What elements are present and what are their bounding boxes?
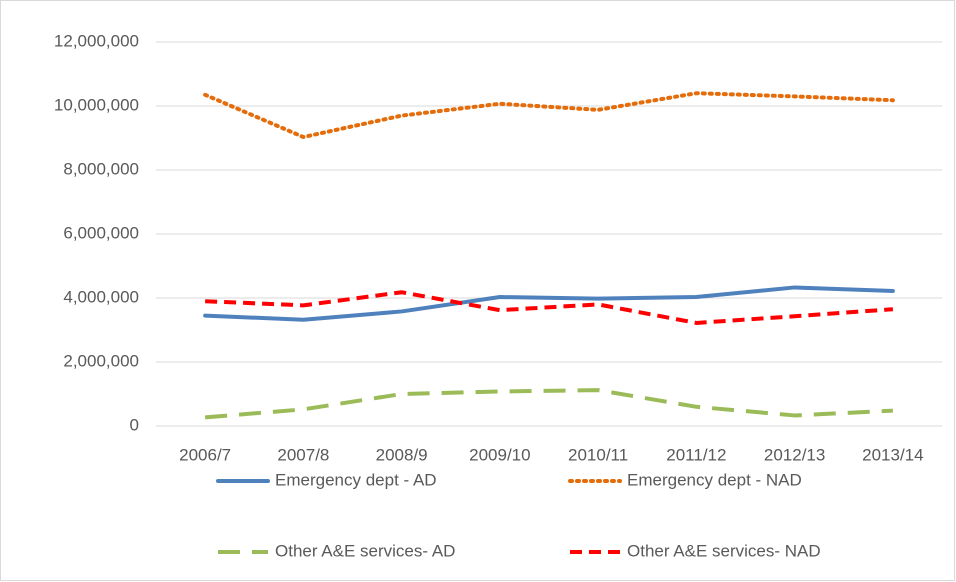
x-tick-label: 2013/14 xyxy=(862,445,923,464)
y-tick-label: 10,000,000 xyxy=(54,95,139,114)
series-line xyxy=(203,285,895,322)
series-line xyxy=(205,290,894,325)
series-line xyxy=(203,91,895,140)
x-tick-label: 2007/8 xyxy=(277,445,329,464)
x-tick-label: 2011/12 xyxy=(666,445,726,464)
y-tick-label: 2,000,000 xyxy=(63,351,139,370)
y-tick-label: 4,000,000 xyxy=(63,287,139,306)
x-tick-label: 2009/10 xyxy=(469,445,530,464)
y-tick-label: 0 xyxy=(130,415,139,434)
legend-label: Emergency dept - NAD xyxy=(627,470,802,489)
y-tick-label: 8,000,000 xyxy=(63,159,139,178)
legend-label: Other A&E services- NAD xyxy=(627,541,821,560)
x-tick-label: 2012/13 xyxy=(764,445,825,464)
y-tick-label: 12,000,000 xyxy=(54,31,139,50)
legend-label: Emergency dept - AD xyxy=(275,470,437,489)
y-tick-label: 6,000,000 xyxy=(63,223,139,242)
x-tick-label: 2008/9 xyxy=(376,445,428,464)
x-tick-label: 2006/7 xyxy=(179,445,231,464)
legend-label: Other A&E services- AD xyxy=(275,541,455,560)
x-tick-label: 2010/11 xyxy=(568,445,628,464)
series-line xyxy=(204,388,893,420)
